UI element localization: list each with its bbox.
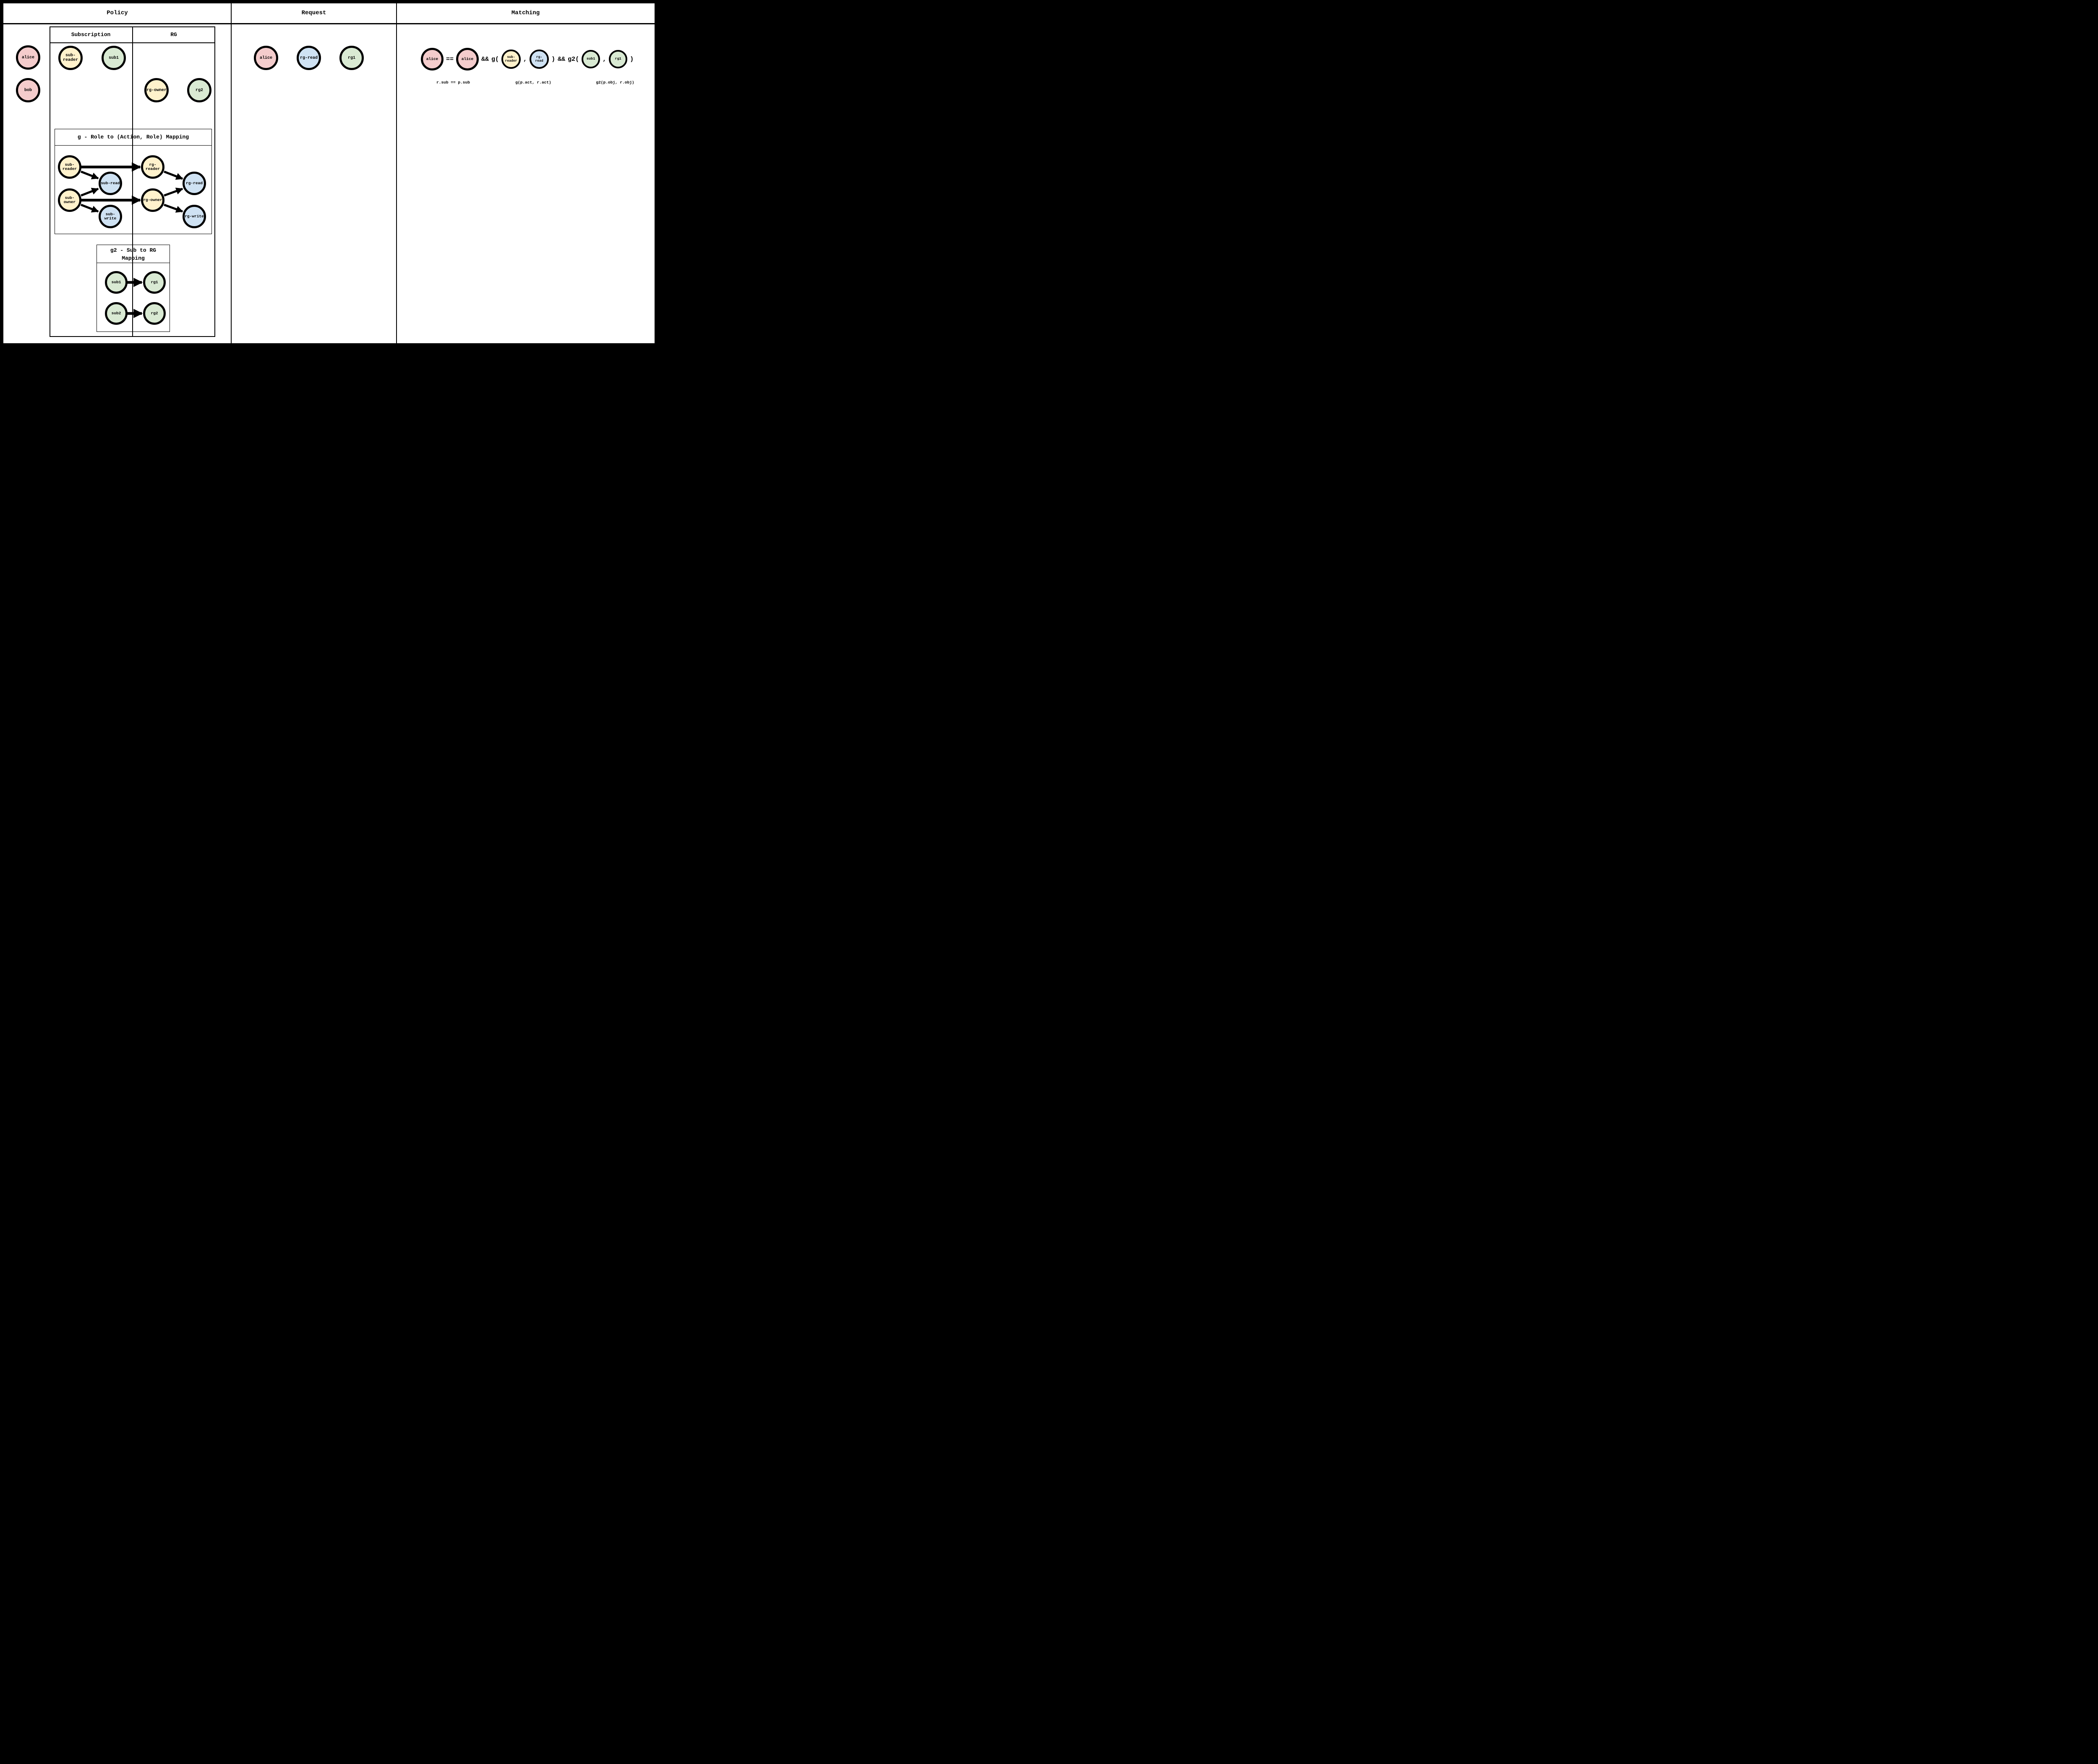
node-label: sub2: [111, 311, 121, 316]
node-label: alice: [426, 56, 438, 61]
node-label: rg2: [195, 88, 203, 93]
g-node-rg-write: rg-write: [183, 205, 206, 228]
match-op-close-paren-2: ): [630, 55, 634, 63]
match-op-close-paren-1: ): [551, 55, 556, 63]
match-op-g2-open-paren: g2(: [568, 55, 579, 63]
request-node-alice: alice: [254, 46, 278, 70]
node-rg-owner: rg-owner: [144, 78, 169, 102]
node-label: alice: [461, 56, 474, 61]
casbin-rbac-diagram: Policy Request Matching Subscription RG …: [0, 0, 658, 347]
node-label: sub- reader: [62, 162, 77, 171]
g-node-sub-reader: sub- reader: [58, 155, 81, 179]
node-label: alice: [21, 55, 34, 60]
matching-expression: alice == alice && g( sub- reader , rg- r…: [421, 47, 634, 71]
g-node-sub-owner: sub- owner: [58, 188, 81, 212]
node-label: alice: [259, 55, 272, 60]
column-header-matching: Matching: [511, 10, 540, 16]
node-label: rg1: [347, 55, 355, 60]
node-label: sub- reader: [63, 53, 78, 63]
node-label: sub- reader: [505, 55, 517, 63]
match-op-equals: ==: [446, 55, 454, 63]
node-sub-reader: sub- reader: [58, 46, 83, 70]
subscription-rg-header-divider: [50, 42, 215, 43]
table-header-subscription: Subscription: [71, 31, 111, 38]
g2-node-rg2: rg2: [143, 302, 166, 325]
node-label: rg1: [615, 57, 621, 61]
g-mapping-box: g - Role to (Action, Role) Mapping: [55, 129, 212, 234]
match-node-sub1: sub1: [582, 50, 600, 68]
policy-request-divider-line: [231, 3, 232, 343]
caption-object-match: g2(p.obj, r.obj): [596, 80, 634, 85]
node-alice: alice: [16, 45, 40, 70]
header-divider-line: [3, 23, 655, 24]
node-label: sub1: [108, 55, 119, 60]
node-label: rg-read: [186, 180, 203, 185]
node-label: rg2: [151, 311, 158, 316]
table-header-rg: RG: [170, 31, 177, 38]
node-label: rg- read: [535, 55, 543, 63]
node-label: rg-read: [300, 55, 318, 60]
g2-mapping-title: g2 - Sub to RG Mapping: [97, 245, 170, 263]
request-node-rg1: rg1: [339, 46, 364, 70]
node-label: bob: [24, 88, 32, 93]
node-sub1: sub1: [102, 46, 126, 70]
g2-mapping-box: g2 - Sub to RG Mapping: [97, 245, 170, 332]
node-label: rg-write: [185, 214, 204, 219]
node-bob: bob: [16, 78, 40, 102]
match-op-and-1: &&: [481, 55, 489, 63]
match-op-and-2: &&: [558, 55, 566, 63]
node-label: rg- reader: [145, 162, 160, 171]
match-node-sub-reader: sub- reader: [501, 50, 521, 69]
g-node-rg-owner: rg-owner: [141, 188, 164, 212]
match-op-g-open-paren: g(: [491, 55, 499, 63]
column-header-request: Request: [301, 10, 326, 16]
request-matching-divider-line: [396, 3, 397, 343]
match-op-comma-2: ,: [603, 55, 607, 63]
node-label: rg-owner: [143, 197, 162, 202]
node-label: sub- write: [104, 211, 117, 221]
g2-node-sub1: sub1: [105, 271, 128, 294]
g2-node-sub2: sub2: [105, 302, 128, 325]
caption-subject-match: r.sub == p.sub: [436, 80, 470, 85]
node-rg2: rg2: [187, 78, 211, 102]
g-node-rg-reader: rg- reader: [141, 155, 164, 179]
node-label: sub-read: [101, 180, 120, 185]
match-node-rg1: rg1: [609, 50, 628, 68]
node-label: sub1: [586, 57, 595, 61]
g-mapping-title: g - Role to (Action, Role) Mapping: [55, 129, 211, 146]
g2-node-rg1: rg1: [143, 271, 166, 294]
g-node-rg-read: rg-read: [183, 172, 206, 195]
column-header-policy: Policy: [107, 10, 128, 16]
node-label: rg1: [151, 279, 158, 284]
node-label: sub- owner: [63, 195, 76, 204]
g-node-sub-write: sub- write: [99, 205, 122, 228]
match-node-alice-policy: alice: [456, 48, 479, 70]
match-node-alice-request: alice: [421, 48, 444, 70]
match-node-rg-read: rg- read: [530, 50, 549, 69]
node-label: sub1: [111, 279, 121, 284]
match-op-comma-1: ,: [523, 55, 527, 63]
node-label: rg-owner: [146, 88, 167, 93]
request-node-rg-read: rg-read: [297, 46, 321, 70]
g-node-sub-read: sub-read: [99, 172, 122, 195]
subscription-rg-column-divider: [132, 26, 133, 337]
caption-action-match: g(p.act, r.act): [515, 80, 551, 85]
